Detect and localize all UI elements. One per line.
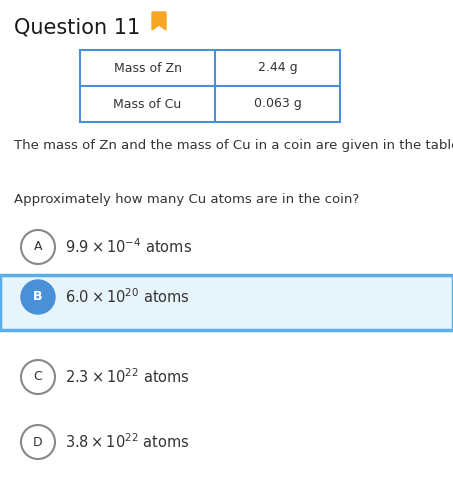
Text: $9.9 \times 10^{-4}$ atoms: $9.9 \times 10^{-4}$ atoms (65, 238, 192, 256)
Text: $6.0 \times 10^{20}$ atoms: $6.0 \times 10^{20}$ atoms (65, 288, 190, 307)
Text: Mass of Cu: Mass of Cu (113, 98, 182, 111)
Circle shape (21, 230, 55, 264)
Bar (80, 50, 340, 122)
Text: 2.44 g: 2.44 g (258, 62, 298, 74)
Circle shape (21, 425, 55, 459)
Bar (0, 275, 453, 330)
Text: Question 11: Question 11 (14, 18, 140, 38)
Text: B: B (33, 291, 43, 304)
Text: A: A (34, 241, 42, 253)
Text: The mass of Zn and the mass of Cu in a coin are given in the table.: The mass of Zn and the mass of Cu in a c… (14, 138, 453, 151)
Text: C: C (34, 371, 43, 383)
Text: Mass of Zn: Mass of Zn (114, 62, 182, 74)
Text: D: D (33, 435, 43, 448)
Circle shape (21, 360, 55, 394)
Text: $2.3 \times 10^{22}$ atoms: $2.3 \times 10^{22}$ atoms (65, 368, 190, 386)
Text: 0.063 g: 0.063 g (254, 98, 302, 111)
Circle shape (21, 280, 55, 314)
Text: $3.8 \times 10^{22}$ atoms: $3.8 \times 10^{22}$ atoms (65, 433, 190, 451)
Text: Approximately how many Cu atoms are in the coin?: Approximately how many Cu atoms are in t… (14, 193, 359, 206)
Polygon shape (152, 12, 166, 30)
